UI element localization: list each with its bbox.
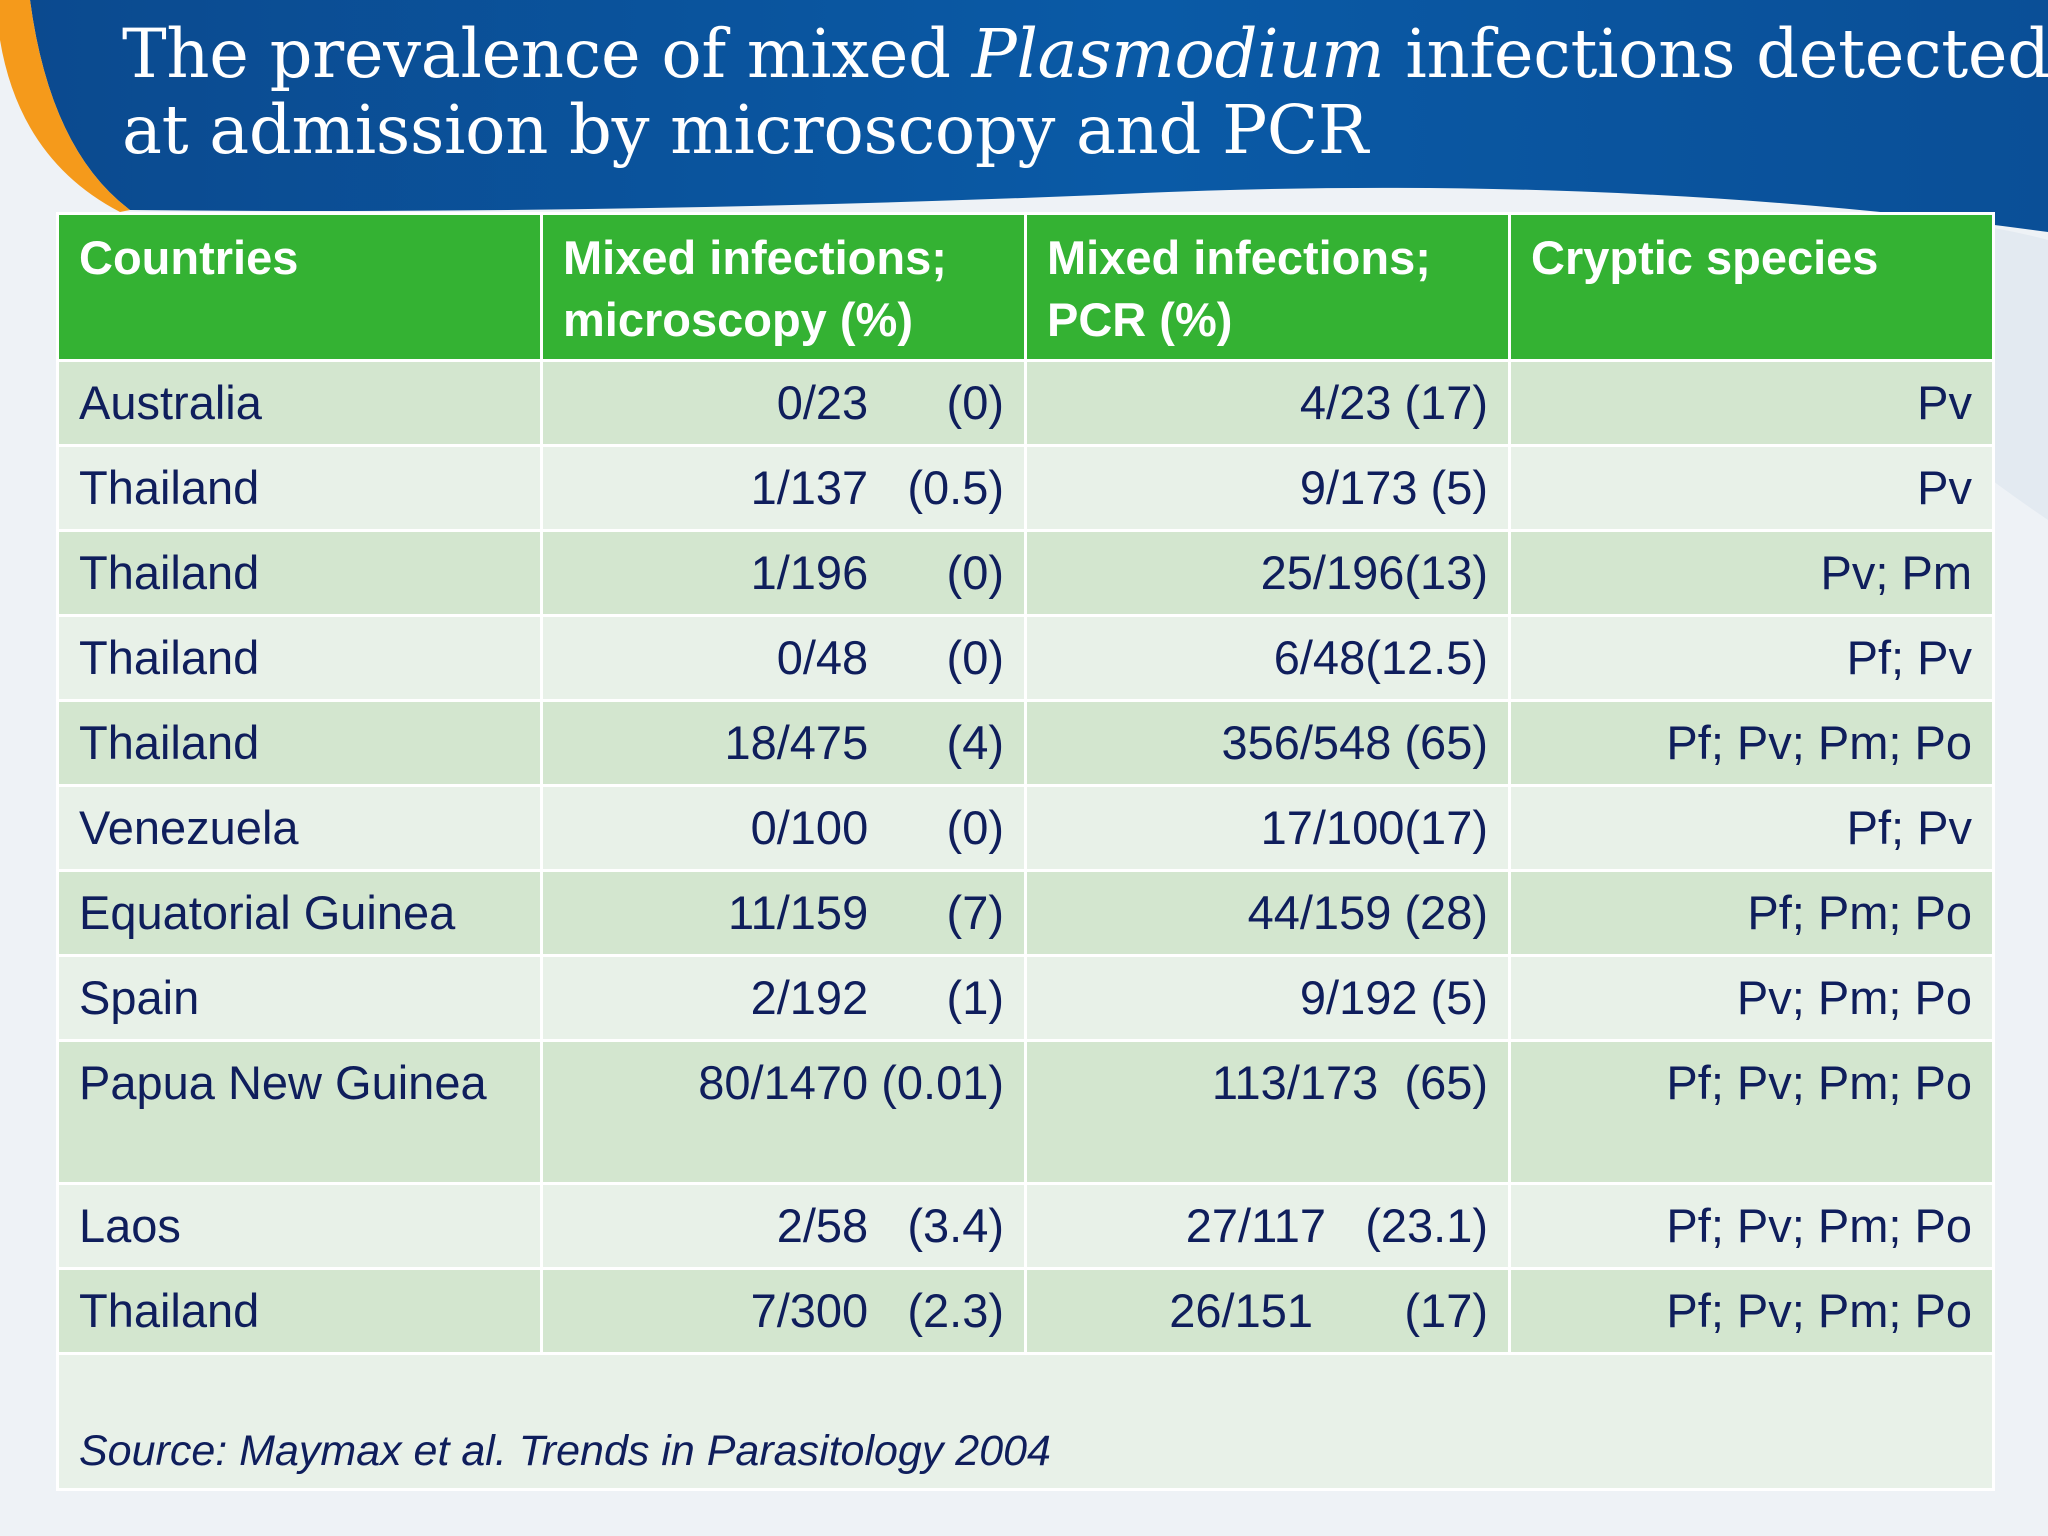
country-cell: Australia [56, 359, 543, 447]
country-cell: Papua New Guinea [56, 1039, 543, 1185]
species-cell: Pv; Pm [1508, 529, 1995, 617]
microscopy-cell: 11/159 (7) [540, 869, 1027, 957]
header-countries: Countries [56, 212, 543, 362]
table-row: Thailand 1/196 (0) 25/196(13) Pv; Pm [56, 529, 1995, 617]
species-cell: Pv [1508, 444, 1995, 532]
table-header-row: Countries Mixed infections; microscopy (… [56, 212, 1995, 362]
header-cryptic-species: Cryptic species [1508, 212, 1995, 362]
pcr-cell: 6/48(12.5) [1024, 614, 1511, 702]
microscopy-cell: 0/100 (0) [540, 784, 1027, 872]
species-cell: Pf; Pv; Pm; Po [1508, 1039, 1995, 1185]
microscopy-cell: 1/137 (0.5) [540, 444, 1027, 532]
pcr-cell: 44/159 (28) [1024, 869, 1511, 957]
country-cell: Spain [56, 954, 543, 1042]
microscopy-cell: 7/300 (2.3) [540, 1267, 1027, 1355]
title-text: The prevalence of mixed [122, 15, 972, 93]
source-cell: Source: Maymax et al. Trends in Parasito… [56, 1352, 1995, 1491]
species-cell: Pv [1508, 359, 1995, 447]
country-cell: Equatorial Guinea [56, 869, 543, 957]
pcr-cell: 9/173 (5) [1024, 444, 1511, 532]
microscopy-cell: 1/196 (0) [540, 529, 1027, 617]
species-cell: Pf; Pv; Pm; Po [1508, 1182, 1995, 1270]
table-row: Equatorial Guinea 11/159 (7) 44/159 (28)… [56, 869, 1995, 957]
country-cell: Laos [56, 1182, 543, 1270]
microscopy-cell: 0/23 (0) [540, 359, 1027, 447]
slide-title: The prevalence of mixed Plasmodium infec… [122, 16, 2048, 168]
species-cell: Pf; Pv; Pm; Po [1508, 699, 1995, 787]
pcr-cell: 113/173 (65) [1024, 1039, 1511, 1185]
species-cell: Pv; Pm; Po [1508, 954, 1995, 1042]
table-row: Thailand 18/475 (4) 356/548 (65) Pf; Pv;… [56, 699, 1995, 787]
microscopy-cell: 2/58 (3.4) [540, 1182, 1027, 1270]
title-line-1: The prevalence of mixed Plasmodium infec… [122, 16, 2048, 92]
table-row: Spain 2/192 (1) 9/192 (5) Pv; Pm; Po [56, 954, 1995, 1042]
species-cell: Pf; Pm; Po [1508, 869, 1995, 957]
table-row: Venezuela 0/100 (0) 17/100(17) Pf; Pv [56, 784, 1995, 872]
microscopy-cell: 2/192 (1) [540, 954, 1027, 1042]
pcr-cell: 356/548 (65) [1024, 699, 1511, 787]
country-cell: Thailand [56, 529, 543, 617]
table-row: Laos 2/58 (3.4) 27/117 (23.1) Pf; Pv; Pm… [56, 1182, 1995, 1270]
table-row: Thailand 7/300 (2.3) 26/151 (17) Pf; Pv;… [56, 1267, 1995, 1355]
pcr-cell: 9/192 (5) [1024, 954, 1511, 1042]
title-text: infections detected [1384, 15, 2048, 93]
species-cell: Pf; Pv [1508, 614, 1995, 702]
title-italic-genus: Plasmodium [971, 15, 1385, 93]
table-footer-row: Source: Maymax et al. Trends in Parasito… [56, 1352, 1995, 1491]
table-row: Thailand 0/48 (0) 6/48(12.5) Pf; Pv [56, 614, 1995, 702]
country-cell: Thailand [56, 444, 543, 532]
pcr-cell: 27/117 (23.1) [1024, 1182, 1511, 1270]
table-row: Australia 0/23 (0) 4/23 (17) Pv [56, 359, 1995, 447]
country-cell: Venezuela [56, 784, 543, 872]
pcr-cell: 25/196(13) [1024, 529, 1511, 617]
microscopy-cell: 0/48 (0) [540, 614, 1027, 702]
table-row: Thailand 1/137 (0.5) 9/173 (5) Pv [56, 444, 1995, 532]
prevalence-table: Countries Mixed infections; microscopy (… [56, 212, 1995, 1491]
species-cell: Pf; Pv; Pm; Po [1508, 1267, 1995, 1355]
microscopy-cell: 18/475 (4) [540, 699, 1027, 787]
pcr-cell: 17/100(17) [1024, 784, 1511, 872]
pcr-cell: 26/151 (17) [1024, 1267, 1511, 1355]
country-cell: Thailand [56, 699, 543, 787]
header-pcr: Mixed infections; PCR (%) [1024, 212, 1511, 362]
microscopy-cell: 80/1470 (0.01) [540, 1039, 1027, 1185]
species-cell: Pf; Pv [1508, 784, 1995, 872]
table-row: Papua New Guinea 80/1470 (0.01) 113/173 … [56, 1039, 1995, 1185]
country-cell: Thailand [56, 614, 543, 702]
title-line-2: at admission by microscopy and PCR [122, 91, 1368, 169]
country-cell: Thailand [56, 1267, 543, 1355]
source-citation: Source: Maymax et al. Trends in Parasito… [79, 1427, 1051, 1475]
pcr-cell: 4/23 (17) [1024, 359, 1511, 447]
header-microscopy: Mixed infections; microscopy (%) [540, 212, 1027, 362]
